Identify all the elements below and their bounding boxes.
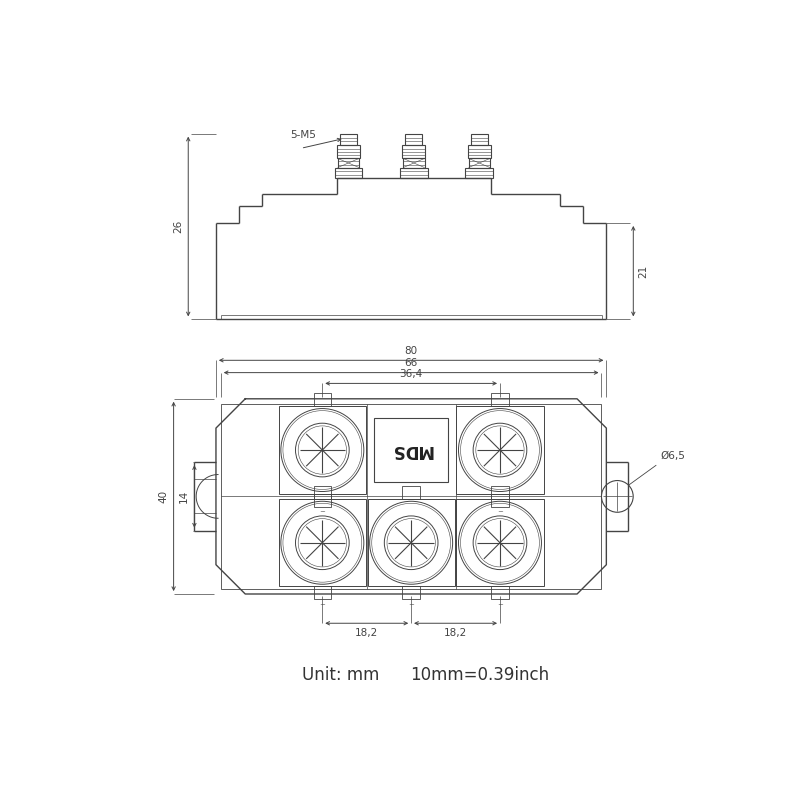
Text: 36,4: 36,4 (399, 369, 422, 378)
Bar (491, 486, 509, 499)
Bar (314, 394, 331, 406)
Bar (466, 168, 493, 178)
Bar (314, 586, 331, 599)
Bar (400, 168, 428, 178)
Bar (368, 499, 454, 586)
Bar (403, 158, 425, 168)
Text: Ø6,5: Ø6,5 (660, 451, 685, 462)
Bar (402, 486, 420, 499)
Bar (491, 494, 509, 506)
Text: 5-M5: 5-M5 (290, 130, 317, 140)
Bar (406, 134, 422, 145)
Bar (337, 145, 360, 158)
Bar (471, 134, 488, 145)
Bar (278, 406, 366, 494)
Text: 21: 21 (638, 265, 649, 278)
Bar (491, 394, 509, 406)
Bar (338, 158, 359, 168)
Text: 18,2: 18,2 (444, 628, 467, 638)
Text: 18,2: 18,2 (355, 628, 378, 638)
Bar (402, 586, 420, 599)
Text: 40: 40 (158, 490, 168, 503)
Bar (468, 145, 491, 158)
Bar (340, 134, 357, 145)
Bar (334, 168, 362, 178)
Bar (457, 406, 543, 494)
Text: ~: ~ (319, 509, 326, 515)
Text: 80: 80 (405, 346, 418, 356)
Bar (374, 418, 448, 482)
Text: Unit: mm: Unit: mm (302, 666, 379, 684)
Text: 26: 26 (173, 220, 183, 233)
Bar (221, 404, 602, 589)
Text: ~: ~ (497, 602, 503, 608)
Bar (469, 158, 490, 168)
Text: ~: ~ (319, 602, 326, 608)
Bar (314, 486, 331, 499)
Bar (491, 586, 509, 599)
Text: 10mm=0.39inch: 10mm=0.39inch (410, 666, 549, 684)
Text: ~: ~ (497, 509, 503, 515)
Text: MDS: MDS (390, 441, 432, 459)
Bar (314, 494, 331, 506)
Bar (278, 499, 366, 586)
Text: 66: 66 (405, 358, 418, 368)
Bar (402, 145, 426, 158)
Text: 14: 14 (179, 490, 189, 503)
Text: ~: ~ (408, 602, 414, 608)
Bar (457, 499, 543, 586)
